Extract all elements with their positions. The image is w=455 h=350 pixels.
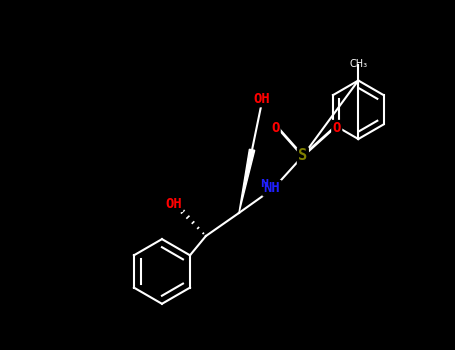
Polygon shape xyxy=(239,149,255,213)
Text: N: N xyxy=(260,179,268,189)
Text: OH: OH xyxy=(165,197,182,211)
Text: CH₃: CH₃ xyxy=(349,59,367,69)
Text: O: O xyxy=(333,121,341,135)
Text: O: O xyxy=(271,121,279,135)
Text: NH: NH xyxy=(264,181,280,195)
Text: S: S xyxy=(298,148,308,163)
Text: OH: OH xyxy=(254,92,270,106)
